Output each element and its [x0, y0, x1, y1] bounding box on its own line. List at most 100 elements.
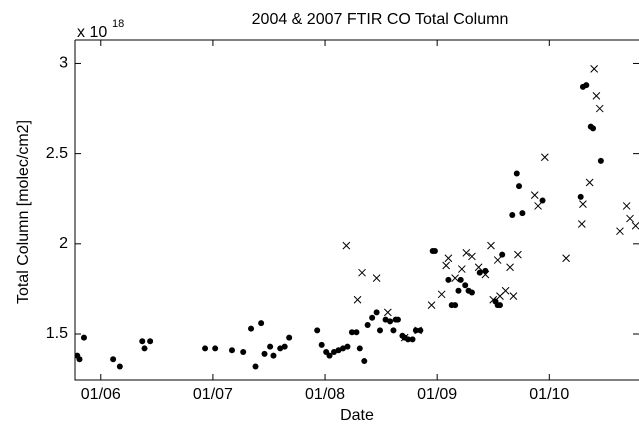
data-point [348, 329, 355, 336]
data-point [583, 82, 590, 89]
data-point [261, 350, 268, 357]
data-point [400, 333, 409, 342]
data-point [499, 251, 506, 258]
data-point [356, 345, 363, 352]
data-point [506, 263, 514, 272]
data-point [248, 325, 255, 332]
data-point [462, 248, 471, 257]
data-point [202, 345, 209, 352]
data-point [444, 254, 453, 263]
data-point [412, 327, 419, 334]
data-point [258, 320, 265, 327]
data-point [270, 352, 277, 359]
data-point [252, 363, 259, 370]
data-point [277, 345, 284, 352]
x-tick-label: 01/06 [81, 386, 121, 403]
data-point [342, 241, 351, 250]
data-point [496, 302, 503, 309]
data-point [585, 178, 594, 187]
data-point [417, 327, 424, 334]
data-point [540, 153, 549, 162]
data-point [539, 197, 546, 204]
data-point [487, 241, 495, 250]
data-point [358, 268, 366, 277]
data-point [110, 356, 117, 363]
data-point [516, 183, 523, 190]
data-point [427, 301, 436, 309]
x-tick-label: 01/10 [529, 386, 569, 403]
y-multiplier-base: x 10 [77, 24, 107, 41]
data-point [383, 308, 392, 317]
data-point [353, 329, 360, 336]
data-point [451, 274, 459, 282]
data-point [442, 261, 450, 270]
data-point [489, 295, 498, 304]
data-point [592, 92, 601, 100]
data-point [76, 356, 83, 363]
data-point [457, 265, 466, 273]
data-point [394, 316, 401, 323]
data-point [335, 347, 342, 354]
plot-area [75, 65, 639, 370]
y-tick-label: 2.5 [46, 145, 68, 162]
data-point [457, 276, 464, 283]
y-axis-label: Total Column [molec/cm2] [15, 120, 32, 304]
data-point [405, 336, 412, 343]
x-tick-label: 01/08 [305, 386, 345, 403]
data-point [577, 193, 584, 200]
data-point [344, 343, 351, 350]
data-point [373, 309, 380, 316]
y-tick-label: 1.5 [46, 325, 68, 342]
data-point [281, 343, 288, 350]
data-point [501, 286, 510, 295]
data-point [468, 252, 476, 261]
data-point [437, 290, 446, 299]
data-point [462, 282, 469, 289]
data-point [468, 289, 475, 296]
data-point [372, 274, 381, 282]
data-point [431, 248, 438, 255]
data-point [590, 125, 597, 132]
data-point [626, 214, 634, 223]
data-point [390, 327, 397, 334]
data-point [509, 292, 518, 300]
data-point [80, 334, 87, 341]
data-point [212, 345, 219, 352]
data-point [414, 326, 422, 335]
data-point [364, 321, 371, 328]
data-point [534, 202, 542, 210]
data-point [387, 318, 394, 325]
data-point [445, 276, 452, 283]
data-point [595, 104, 604, 113]
data-point [326, 352, 333, 359]
data-point [369, 314, 376, 321]
data-point [228, 347, 235, 354]
data-point [590, 65, 599, 73]
data-point [361, 358, 368, 365]
data-point [452, 302, 459, 309]
chart-title: 2004 & 2007 FTIR CO Total Column [252, 11, 509, 28]
data-point [493, 256, 502, 264]
data-point [240, 349, 247, 356]
data-point [513, 170, 520, 177]
data-point [318, 341, 325, 348]
data-point [267, 343, 274, 350]
data-point [562, 254, 570, 263]
data-point [339, 345, 346, 352]
x-axis-label: Date [340, 407, 374, 424]
data-point [519, 210, 526, 217]
data-point [147, 338, 154, 345]
data-point [616, 227, 624, 236]
data-point [474, 263, 483, 272]
data-point [353, 295, 362, 304]
data-point [481, 270, 490, 279]
data-point [631, 221, 639, 230]
data-point [141, 345, 148, 352]
axes-frame [74, 39, 639, 381]
data-point [116, 363, 123, 370]
data-point [409, 336, 416, 343]
data-point [530, 191, 539, 199]
data-point [455, 287, 462, 294]
data-point [577, 220, 586, 228]
